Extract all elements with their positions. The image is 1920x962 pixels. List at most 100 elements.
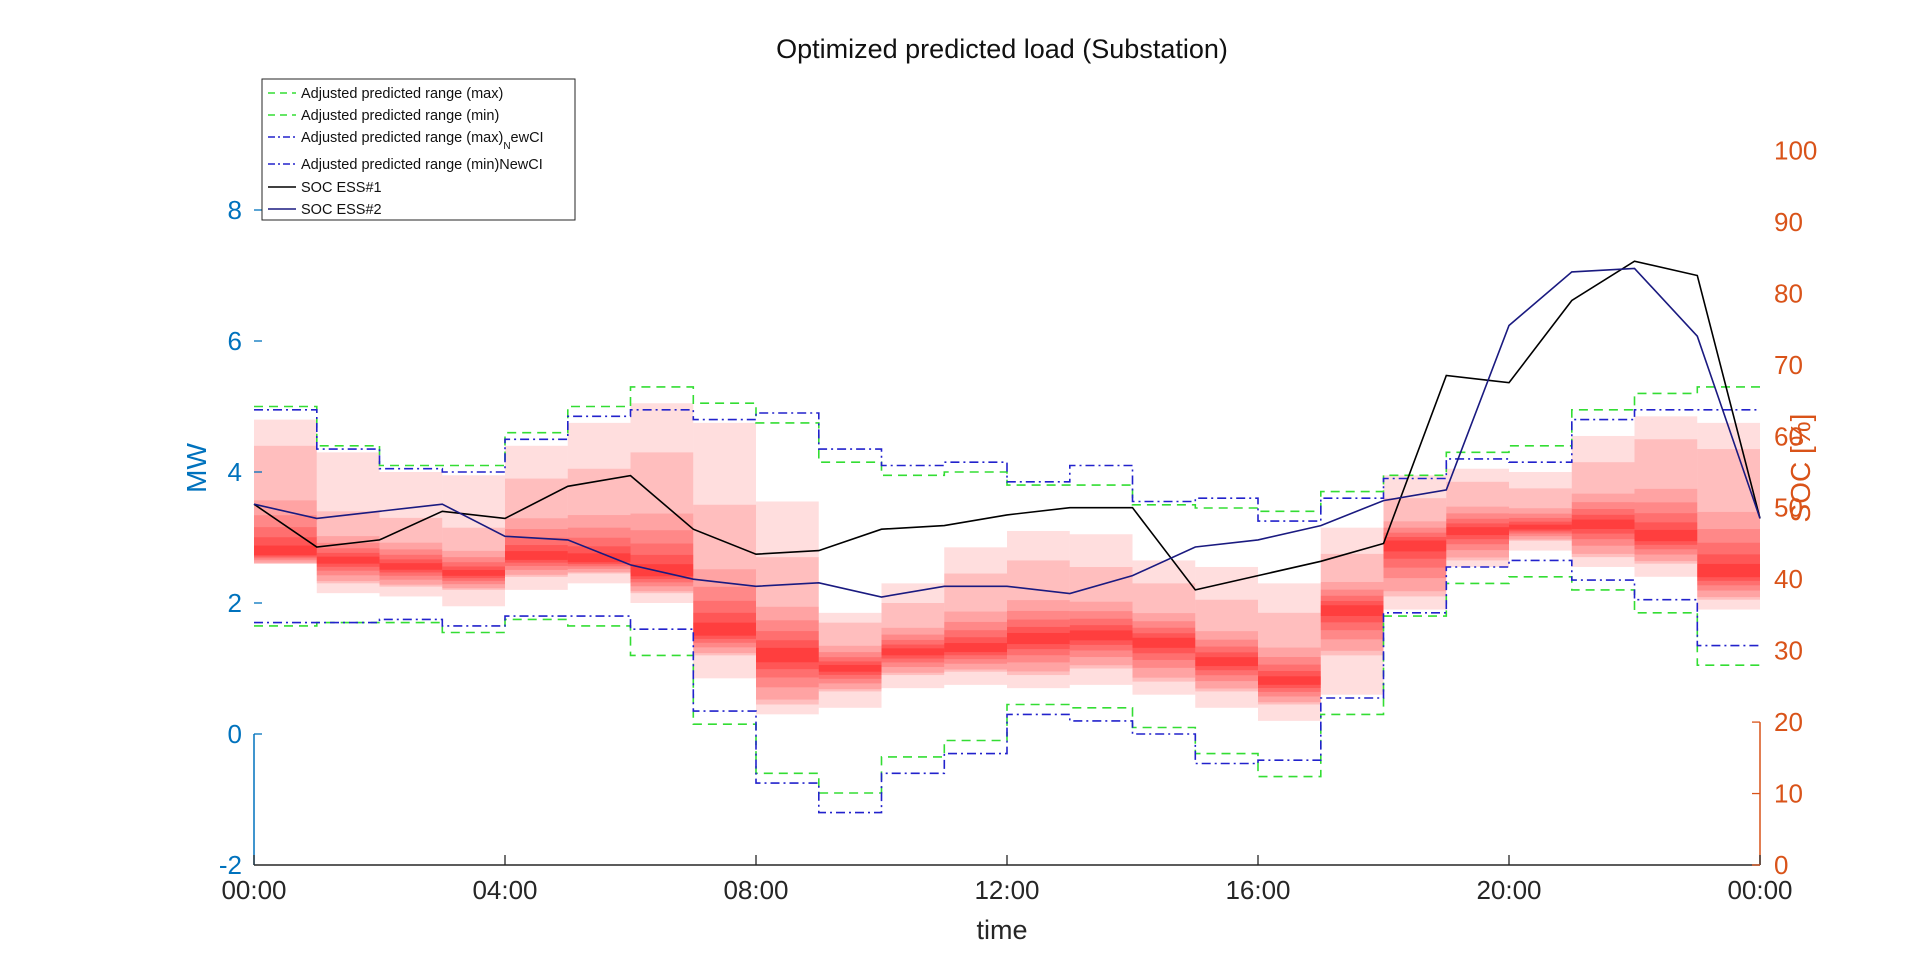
right-tick-label: 50 xyxy=(1774,493,1803,523)
heatmap-cell xyxy=(1697,449,1760,600)
heatmap-cell xyxy=(1509,508,1572,540)
heatmap-cell xyxy=(1509,517,1572,534)
ticks-layer: 00:00 04:00 08:00 12:00 16:00 20:00 00:00-2024… xyxy=(219,135,1818,905)
heatmap-cell xyxy=(1446,527,1509,536)
heatmap-cell xyxy=(316,548,380,571)
heatmap-cell xyxy=(1132,627,1196,660)
x-tick-label: 08:00 xyxy=(723,875,788,905)
heatmap-cell xyxy=(881,634,945,668)
heatmap-cell xyxy=(944,573,1007,672)
heatmap-cell xyxy=(881,648,945,656)
chart-title: Optimized predicted load (Substation) xyxy=(776,34,1228,64)
heatmap-cell xyxy=(505,529,568,570)
heatmap-cell xyxy=(442,557,505,585)
heatmap-cell xyxy=(1132,613,1196,678)
heatmap-cell xyxy=(1320,581,1384,651)
heatmap-cell xyxy=(254,545,317,556)
heatmap-cell xyxy=(1634,416,1698,577)
heatmap-cell xyxy=(442,527,505,590)
heatmap-cell xyxy=(1383,532,1447,568)
heatmap-cell xyxy=(442,569,505,576)
heatmap-cell xyxy=(1069,534,1133,685)
heatmap-cell xyxy=(1383,536,1447,559)
heatmap-cell xyxy=(254,527,317,559)
heatmap-cell xyxy=(1258,647,1321,703)
heatmap-cell xyxy=(630,513,694,592)
left-tick-label: 6 xyxy=(228,326,242,356)
heatmap-cell xyxy=(1069,625,1133,645)
heatmap-cell xyxy=(944,547,1007,685)
heatmap-cell xyxy=(1383,475,1447,610)
right-tick-label: 70 xyxy=(1774,350,1803,380)
heatmap-cell xyxy=(1195,639,1258,682)
heatmap-cell xyxy=(693,586,756,648)
x-tick-label: 00:00 xyxy=(221,875,286,905)
heatmap-cell xyxy=(1195,657,1258,667)
heatmap-cell xyxy=(442,566,505,579)
left-tick-label: 4 xyxy=(228,457,242,487)
heatmap-cell xyxy=(379,554,443,576)
heatmap-cell xyxy=(1069,630,1133,641)
heatmap-cell xyxy=(881,627,945,673)
series-line-5 xyxy=(253,260,1761,591)
heatmap-cell xyxy=(1069,611,1133,658)
heatmap-cell xyxy=(693,600,756,643)
heatmap-cell xyxy=(1634,513,1698,550)
heatmap-cell xyxy=(379,472,443,597)
heatmap-cell xyxy=(1007,610,1070,663)
heatmap-cell xyxy=(505,545,568,563)
heatmap-cell xyxy=(316,452,380,594)
right-tick-label: 60 xyxy=(1774,421,1803,451)
heatmap-cell xyxy=(1007,600,1070,672)
heatmap-cell xyxy=(818,652,882,684)
heatmap-cell xyxy=(1007,560,1070,676)
left-tick-label: 8 xyxy=(228,195,242,225)
heatmap-cell xyxy=(379,517,443,587)
heatmap-cell xyxy=(1258,583,1321,721)
heatmap-cell xyxy=(1571,435,1635,567)
heatmap-cell xyxy=(1320,595,1384,631)
heatmap-cell xyxy=(1195,646,1258,676)
right-tick-label: 80 xyxy=(1774,278,1803,308)
heatmap-cell xyxy=(1069,601,1133,666)
heatmap-cell xyxy=(630,564,694,577)
series-line-2 xyxy=(254,576,1760,794)
heatmap-cell xyxy=(881,639,945,663)
heatmap-cell xyxy=(1697,511,1760,598)
heatmap-cell xyxy=(818,612,882,708)
heatmap-cell xyxy=(316,542,380,576)
heatmap-cell xyxy=(1446,513,1509,551)
series-line-6 xyxy=(253,267,1761,598)
heatmap-cell xyxy=(944,637,1007,656)
legend-label: Adjusted predicted range (max) xyxy=(301,86,503,102)
heatmap-cell xyxy=(567,553,631,563)
axes-layer xyxy=(253,722,1761,866)
heatmap-cell xyxy=(756,501,819,715)
heatmap-cell xyxy=(567,468,631,574)
heatmap-cell xyxy=(1258,671,1321,689)
heatmap-cell xyxy=(818,657,882,679)
heatmap-cell xyxy=(881,583,945,689)
legend: Adjusted predicted range (max) Adjusted p… xyxy=(261,78,576,221)
right-tick-label: 0 xyxy=(1774,850,1788,880)
heatmap-cell xyxy=(254,515,317,561)
heatmap-cell xyxy=(1697,554,1760,581)
heatmap-cell xyxy=(756,647,819,663)
heatmap-cell xyxy=(881,644,945,659)
heatmap-cell xyxy=(1195,599,1258,692)
heatmap-cell xyxy=(1320,527,1384,695)
heatmap-cell xyxy=(1446,506,1509,558)
heatmap-cell xyxy=(254,445,317,564)
heatmap-cell xyxy=(756,620,819,688)
heatmap-cell xyxy=(567,546,631,565)
x-tick-label: 00:00 xyxy=(1727,875,1792,905)
heatmap-cell xyxy=(1007,530,1070,689)
heatmap-cell xyxy=(1132,621,1196,668)
heatmap-cell xyxy=(1258,676,1321,685)
right-tick-label: 30 xyxy=(1774,636,1803,666)
heatmap-cell xyxy=(1446,518,1509,545)
heatmap-cell xyxy=(379,559,443,573)
heatmap-cell xyxy=(1320,605,1384,616)
heatmap-cell xyxy=(1446,468,1509,567)
